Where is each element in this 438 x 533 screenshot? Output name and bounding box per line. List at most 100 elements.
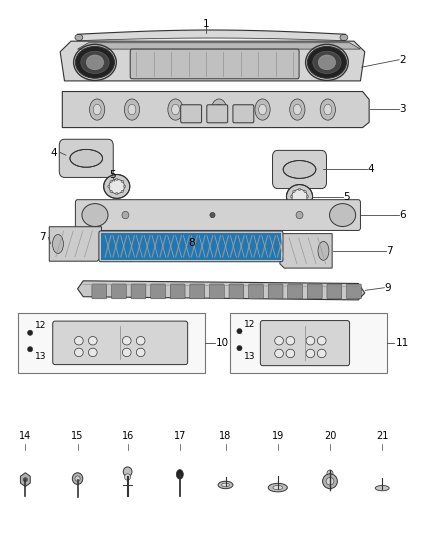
Ellipse shape: [296, 212, 303, 219]
Ellipse shape: [123, 467, 132, 477]
Ellipse shape: [74, 348, 83, 357]
Ellipse shape: [82, 204, 108, 227]
Ellipse shape: [121, 180, 124, 182]
Ellipse shape: [215, 104, 223, 115]
FancyBboxPatch shape: [75, 200, 360, 230]
Bar: [230, 313, 387, 373]
Ellipse shape: [116, 192, 118, 195]
FancyBboxPatch shape: [92, 284, 107, 299]
Ellipse shape: [306, 336, 315, 345]
Ellipse shape: [326, 478, 334, 485]
Polygon shape: [280, 233, 332, 268]
FancyBboxPatch shape: [288, 284, 303, 299]
Ellipse shape: [298, 203, 301, 205]
Text: 14: 14: [19, 432, 32, 441]
Ellipse shape: [89, 99, 105, 120]
FancyBboxPatch shape: [151, 284, 166, 299]
Ellipse shape: [110, 190, 113, 192]
Ellipse shape: [28, 346, 33, 352]
FancyBboxPatch shape: [190, 284, 205, 299]
Text: 6: 6: [399, 210, 406, 220]
Text: 4: 4: [50, 148, 57, 158]
Text: 5: 5: [110, 171, 116, 180]
FancyBboxPatch shape: [268, 284, 283, 299]
Ellipse shape: [212, 99, 226, 120]
Text: 21: 21: [376, 432, 389, 441]
Text: 1: 1: [203, 19, 209, 29]
Ellipse shape: [110, 180, 113, 182]
Ellipse shape: [258, 104, 266, 115]
Ellipse shape: [128, 104, 136, 115]
Text: 9: 9: [385, 282, 391, 293]
Polygon shape: [49, 227, 102, 261]
Ellipse shape: [286, 336, 295, 345]
Ellipse shape: [275, 349, 283, 358]
Ellipse shape: [28, 330, 33, 335]
Bar: [101, 233, 281, 260]
FancyBboxPatch shape: [112, 284, 126, 299]
Text: 16: 16: [121, 432, 134, 441]
Ellipse shape: [304, 200, 306, 203]
Ellipse shape: [327, 470, 333, 477]
Ellipse shape: [53, 235, 64, 254]
Ellipse shape: [172, 104, 180, 115]
Ellipse shape: [307, 46, 346, 78]
FancyBboxPatch shape: [207, 105, 228, 123]
Ellipse shape: [273, 486, 283, 490]
Ellipse shape: [292, 189, 307, 204]
Text: 2: 2: [399, 55, 406, 64]
Text: 12: 12: [35, 321, 47, 330]
Ellipse shape: [70, 149, 102, 167]
Ellipse shape: [237, 328, 242, 334]
Ellipse shape: [286, 184, 313, 208]
Ellipse shape: [298, 188, 301, 190]
FancyBboxPatch shape: [346, 284, 361, 299]
Ellipse shape: [74, 336, 83, 345]
Ellipse shape: [75, 476, 80, 481]
Text: 10: 10: [216, 338, 229, 348]
Ellipse shape: [104, 174, 130, 198]
Ellipse shape: [88, 348, 97, 357]
Ellipse shape: [116, 178, 118, 180]
Ellipse shape: [93, 104, 101, 115]
Ellipse shape: [290, 196, 293, 198]
Polygon shape: [60, 41, 365, 81]
Text: 15: 15: [71, 432, 84, 441]
FancyBboxPatch shape: [307, 284, 322, 299]
Text: 4: 4: [367, 165, 374, 174]
Ellipse shape: [88, 336, 97, 345]
Ellipse shape: [124, 185, 126, 188]
Ellipse shape: [124, 474, 131, 480]
FancyBboxPatch shape: [131, 284, 146, 299]
FancyBboxPatch shape: [99, 231, 283, 262]
Ellipse shape: [293, 104, 301, 115]
Polygon shape: [62, 92, 369, 127]
Text: 13: 13: [244, 352, 256, 361]
Ellipse shape: [121, 190, 124, 192]
Ellipse shape: [340, 34, 348, 41]
Text: 11: 11: [396, 338, 410, 348]
Ellipse shape: [320, 99, 336, 120]
Bar: [18, 313, 205, 373]
FancyBboxPatch shape: [327, 284, 342, 299]
FancyBboxPatch shape: [209, 284, 224, 299]
Ellipse shape: [72, 473, 83, 484]
Ellipse shape: [210, 213, 215, 217]
Ellipse shape: [290, 99, 305, 120]
Ellipse shape: [275, 336, 283, 345]
Ellipse shape: [329, 204, 356, 227]
Ellipse shape: [81, 51, 109, 74]
FancyBboxPatch shape: [170, 284, 185, 299]
Text: 19: 19: [272, 432, 284, 441]
Ellipse shape: [324, 104, 332, 115]
FancyBboxPatch shape: [130, 49, 299, 79]
Polygon shape: [78, 281, 365, 300]
Text: 3: 3: [399, 104, 406, 114]
FancyBboxPatch shape: [181, 105, 201, 123]
Ellipse shape: [286, 349, 295, 358]
Ellipse shape: [75, 34, 83, 41]
Ellipse shape: [283, 160, 316, 179]
Ellipse shape: [306, 349, 315, 358]
Text: 7: 7: [386, 246, 392, 256]
Ellipse shape: [293, 200, 295, 203]
